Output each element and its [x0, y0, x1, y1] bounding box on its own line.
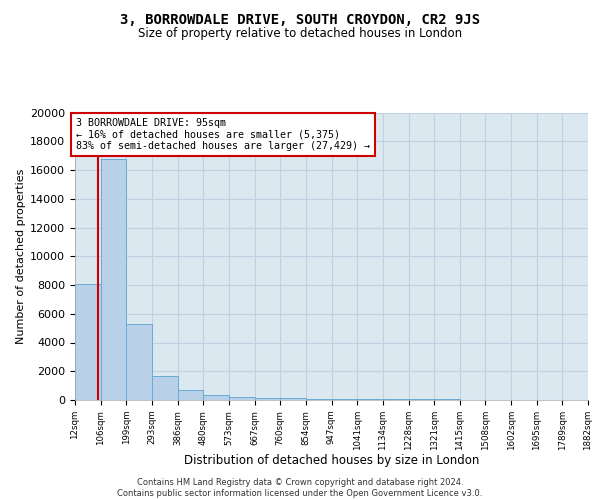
Bar [280, 398, 306, 400]
Text: Size of property relative to detached houses in London: Size of property relative to detached ho… [138, 28, 462, 40]
Bar [254, 398, 280, 400]
Bar [75, 284, 101, 400]
Bar [152, 376, 178, 400]
Bar [178, 390, 203, 400]
Text: 3 BORROWDALE DRIVE: 95sqm
← 16% of detached houses are smaller (5,375)
83% of se: 3 BORROWDALE DRIVE: 95sqm ← 16% of detac… [76, 118, 370, 152]
Bar [127, 324, 152, 400]
Bar [383, 399, 409, 400]
Bar [357, 399, 383, 400]
Y-axis label: Number of detached properties: Number of detached properties [16, 168, 26, 344]
Bar [331, 399, 357, 400]
Bar [203, 395, 229, 400]
Text: Contains HM Land Registry data © Crown copyright and database right 2024.
Contai: Contains HM Land Registry data © Crown c… [118, 478, 482, 498]
Text: 3, BORROWDALE DRIVE, SOUTH CROYDON, CR2 9JS: 3, BORROWDALE DRIVE, SOUTH CROYDON, CR2 … [120, 12, 480, 26]
Bar [229, 397, 254, 400]
Bar [101, 158, 127, 400]
X-axis label: Distribution of detached houses by size in London: Distribution of detached houses by size … [184, 454, 479, 468]
Bar [306, 398, 331, 400]
